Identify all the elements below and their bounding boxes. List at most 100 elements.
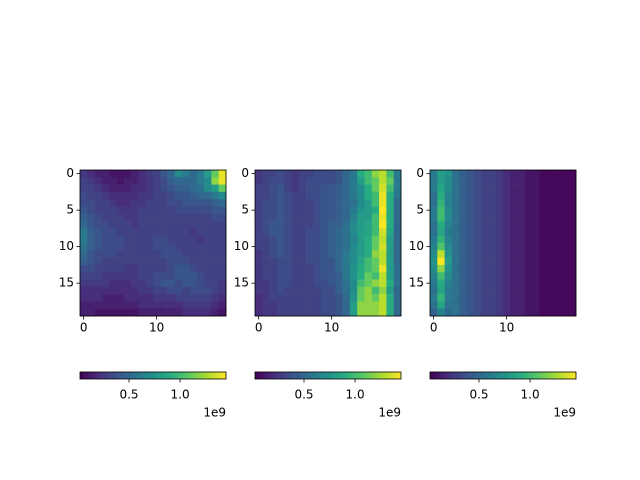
cell (532, 272, 540, 280)
cell (342, 235, 351, 244)
cell (481, 221, 489, 229)
cell (568, 264, 577, 273)
cell (517, 199, 526, 207)
cell (554, 243, 562, 251)
cell (444, 170, 453, 178)
cell (335, 177, 343, 185)
cell (320, 184, 329, 193)
cell (561, 213, 569, 222)
cell (255, 191, 263, 200)
cell (196, 294, 205, 302)
cell (393, 184, 402, 193)
cell (182, 308, 190, 317)
cell (561, 257, 569, 266)
cell (80, 308, 88, 317)
cell (284, 294, 292, 302)
cell (473, 213, 482, 222)
cell (109, 250, 117, 258)
cell (262, 257, 270, 266)
cell (444, 301, 453, 309)
cell (510, 184, 518, 193)
cell (284, 170, 292, 178)
cell (94, 301, 103, 309)
cell (335, 257, 343, 266)
cell (342, 243, 351, 251)
cell (379, 243, 387, 251)
cell (101, 264, 110, 273)
cell (189, 213, 198, 222)
cell (101, 177, 110, 185)
cell (262, 191, 270, 200)
cell (568, 250, 577, 258)
cell (189, 301, 198, 309)
cell (145, 301, 154, 309)
cell (204, 235, 212, 244)
cell (561, 308, 569, 317)
cell (269, 191, 278, 200)
cell (189, 228, 198, 236)
cell (196, 235, 205, 244)
cell (80, 301, 88, 309)
cell (109, 170, 117, 178)
cell (532, 279, 540, 288)
cell (495, 250, 504, 258)
cell (437, 279, 445, 288)
cell (488, 199, 496, 207)
cell (284, 243, 292, 251)
cell (87, 213, 95, 222)
cell (561, 264, 569, 273)
cell (328, 257, 336, 266)
cell (386, 213, 394, 222)
cell (524, 257, 533, 266)
cell (503, 235, 511, 244)
cell (167, 308, 176, 317)
cell (430, 177, 438, 185)
cell (262, 286, 270, 295)
cell (430, 228, 438, 236)
cell (488, 221, 496, 229)
cell (371, 243, 380, 251)
cell (444, 250, 453, 258)
cell (510, 250, 518, 258)
cell (335, 213, 343, 222)
cell (386, 177, 394, 185)
cell (393, 191, 402, 200)
cell (379, 294, 387, 302)
cell (430, 213, 438, 222)
cell (561, 199, 569, 207)
cell (495, 199, 504, 207)
cell (204, 308, 212, 317)
cell (101, 243, 110, 251)
cell (539, 301, 548, 309)
cell (349, 206, 358, 215)
cell (517, 228, 526, 236)
cell (269, 264, 278, 273)
y-tick-label: 5 (416, 203, 424, 217)
cell (153, 294, 161, 302)
cell (510, 206, 518, 215)
cell (357, 170, 365, 178)
cell (182, 177, 190, 185)
cell (517, 286, 526, 295)
cell (357, 294, 365, 302)
cell (182, 279, 190, 288)
cell (444, 264, 453, 273)
cell (539, 264, 548, 273)
cell (554, 191, 562, 200)
cell (160, 264, 168, 273)
cell (379, 228, 387, 236)
cell (510, 177, 518, 185)
cell (218, 206, 227, 215)
cell (342, 206, 351, 215)
cell (255, 250, 263, 258)
cell (466, 199, 475, 207)
cell (349, 191, 358, 200)
cell (386, 294, 394, 302)
cell (138, 184, 146, 193)
cell (524, 191, 533, 200)
cell (167, 228, 176, 236)
cell (532, 294, 540, 302)
cell (109, 272, 117, 280)
cell (174, 264, 183, 273)
cell (517, 206, 526, 215)
